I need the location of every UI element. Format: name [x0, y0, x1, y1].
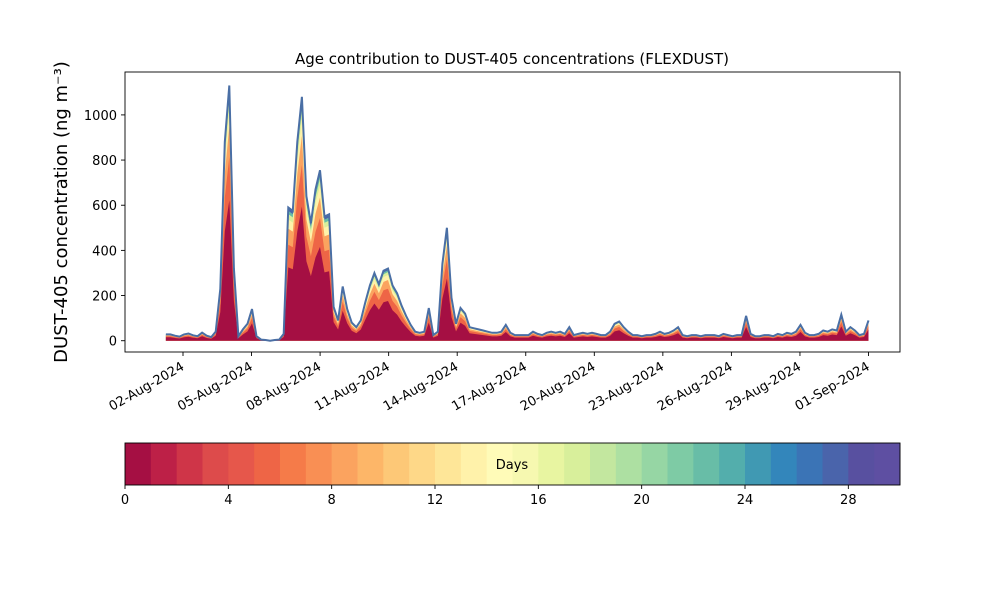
- colorbar-segment: [125, 443, 152, 485]
- colorbar-segment: [874, 443, 901, 485]
- x-tick-label: 14-Aug-2024: [381, 359, 461, 414]
- colorbar-tick-label: 20: [633, 493, 650, 508]
- colorbar-segment: [615, 443, 643, 485]
- colorbar-segment: [641, 443, 668, 485]
- plot-frame: [124, 71, 901, 353]
- colorbar-segment: [409, 443, 436, 485]
- age-layer-4: [165, 98, 869, 341]
- colorbar-segment: [590, 443, 617, 485]
- colorbar-segment: [796, 443, 823, 485]
- chart-title: Age contribution to DUST-405 concentrati…: [295, 50, 729, 68]
- colorbar-segment: [719, 443, 746, 485]
- colorbar-segment: [150, 443, 178, 485]
- x-tick-label: 20-Aug-2024: [518, 359, 598, 414]
- colorbar-segment: [486, 443, 513, 485]
- y-tick-label: 400: [92, 244, 117, 259]
- age-layer-6: [165, 85, 869, 341]
- age-layer-2: [165, 126, 869, 341]
- colorbar-tick-label: 12: [427, 493, 444, 508]
- colorbar-segment: [435, 443, 462, 485]
- x-tick-label: 23-Aug-2024: [587, 359, 667, 414]
- y-tick-label: 800: [92, 154, 117, 169]
- colorbar-segment: [357, 443, 384, 485]
- colorbar-segment: [693, 443, 720, 485]
- colorbar-segment: [202, 443, 229, 485]
- colorbar-segment: [512, 443, 539, 485]
- colorbar-tick-label: 16: [530, 493, 547, 508]
- colorbar-segment: [305, 443, 333, 485]
- total-concentration-line: [165, 85, 870, 342]
- y-axis-label: DUST-405 concentration (ng m⁻³): [51, 61, 72, 363]
- x-tick-label: 26-Aug-2024: [655, 359, 735, 414]
- y-tick-label: 1000: [84, 109, 117, 124]
- age-colorbar: 0 4 8 12 16 20 24 28: [121, 442, 901, 508]
- x-tick-label: 01-Sep-2024: [793, 359, 873, 414]
- colorbar-segment: [228, 443, 255, 485]
- x-tick-label: 11-Aug-2024: [312, 359, 392, 414]
- colorbar-segment: [280, 443, 307, 485]
- colorbar-segment: [564, 443, 591, 485]
- y-tick-label: 600: [92, 199, 117, 214]
- colorbar-segment: [848, 443, 875, 485]
- colorbar-tick-label: 4: [224, 493, 232, 508]
- colorbar-frame: [124, 442, 901, 486]
- colorbar-label: Days: [496, 458, 529, 473]
- colorbar-tick-label: 0: [121, 493, 129, 508]
- plot-area: 0200400600800100002-Aug-202405-Aug-20240…: [84, 71, 901, 415]
- x-tick-label: 02-Aug-2024: [107, 359, 187, 414]
- age-layer-3: [165, 108, 869, 341]
- colorbar-segment: [383, 443, 410, 485]
- x-tick-label: 29-Aug-2024: [724, 359, 804, 414]
- colorbar-tick-label: 28: [840, 493, 857, 508]
- colorbar-segment: [176, 443, 203, 485]
- x-tick-label: 17-Aug-2024: [449, 359, 529, 414]
- colorbar-tick-label: 24: [737, 493, 754, 508]
- age-layer-1: [165, 157, 869, 341]
- colorbar-segment: [770, 443, 798, 485]
- colorbar-segment: [538, 443, 565, 485]
- colorbar-segment: [667, 443, 694, 485]
- colorbar-tick-label: 8: [328, 493, 336, 508]
- colorbar-segment: [460, 443, 488, 485]
- colorbar-segment: [331, 443, 358, 485]
- age-layer-5: [165, 91, 869, 341]
- y-tick-label: 0: [109, 335, 117, 350]
- colorbar-segment: [745, 443, 772, 485]
- colorbar-segment: [254, 443, 281, 485]
- colorbar-segment: [822, 443, 849, 485]
- x-tick-label: 05-Aug-2024: [175, 359, 255, 414]
- x-tick-label: 08-Aug-2024: [244, 359, 324, 414]
- age-layer-0: [165, 200, 869, 341]
- y-tick-label: 200: [92, 290, 117, 305]
